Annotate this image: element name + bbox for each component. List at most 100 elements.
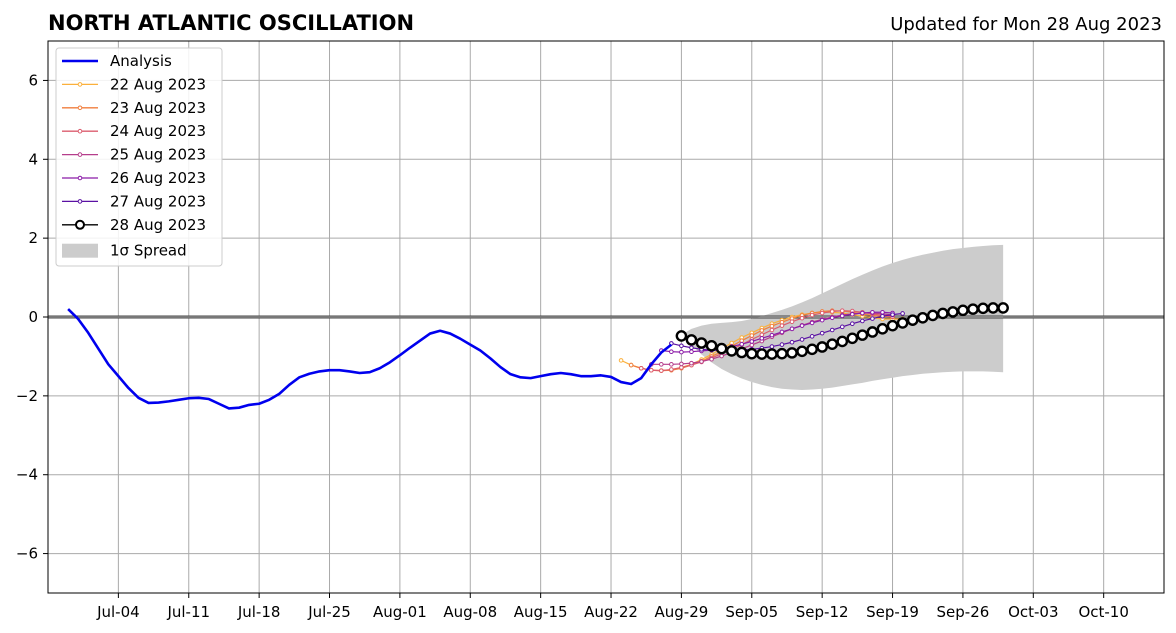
forecast-point [839,324,845,330]
legend-swatch [62,243,98,258]
forecast-point [779,342,785,347]
forecast-point [819,330,825,336]
forecast-point [870,309,875,315]
forecast-point [819,317,825,323]
forecast-point [829,309,835,314]
forecast-point [789,326,795,332]
forecast-point [689,349,694,354]
forecast-point [829,315,835,321]
forecast-point [769,327,775,333]
latest-forecast-point [967,303,979,315]
latest-forecast-point [756,348,768,360]
latest-forecast-point [786,347,798,359]
y-tick-label: 0 [28,308,38,326]
forecast-point [829,327,835,333]
forecast-point [789,339,795,345]
axis-ticks: −6 −4 −2 0 2 4 6 Jul-04 Jul-11 Jul-18 Jul-25 Aug-01… [16,71,1129,621]
legend-label: 24 Aug 2023 [110,122,206,140]
forecast-point [759,335,765,341]
forecast-point [709,356,714,362]
forecast-point [719,353,724,359]
legend-marker [77,128,83,134]
legend-label: 1σ Spread [110,242,187,260]
forecast-point [689,345,694,351]
forecast-point [679,349,684,355]
latest-forecast-point [977,302,989,315]
latest-forecast-point [937,307,949,320]
x-tick-label: Jul-11 [166,603,210,621]
forecast-point [689,360,694,366]
latest-forecast-point [806,343,818,356]
x-tick-label: Sep-26 [937,603,990,621]
forecast-point [679,343,684,349]
latest-forecast-point [675,330,688,342]
x-tick-label: Oct-10 [1078,603,1128,621]
x-tick-label: Sep-12 [796,603,849,621]
forecast-point [749,339,755,344]
forecast-point [819,310,825,316]
forecast-point [769,332,775,338]
y-tick-label: 4 [28,150,38,168]
x-tick-label: Aug-08 [443,603,497,621]
latest-forecast-point [926,309,939,322]
legend-label: 26 Aug 2023 [110,169,206,187]
latest-forecast-point [836,335,849,348]
latest-forecast-point [766,348,778,360]
forecast-point [628,362,634,368]
legend-label: 27 Aug 2023 [110,192,206,210]
forecast-point [779,329,785,335]
forecast-point [860,310,865,316]
forecast-point [799,323,805,328]
forecast-point [809,320,815,326]
forecast-point [809,312,815,318]
latest-forecast-point [997,302,1009,314]
forecast-point [769,323,775,329]
y-tick-label: 6 [28,71,38,89]
latest-forecast-point [896,317,909,329]
forecast-point [779,323,785,328]
forecast-point [900,311,905,316]
series-lines [67,302,1009,410]
forecast-point [789,319,795,325]
latest-forecast-point [695,337,708,349]
forecast-point [870,316,875,321]
zero-line [48,315,1164,319]
forecast-point [880,313,885,319]
forecast-point [739,341,745,347]
forecast-point [669,349,674,354]
x-tick-label: Jul-18 [237,603,281,621]
forecast-point [648,367,654,373]
x-tick-label: Aug-15 [514,603,568,621]
legend-label: 28 Aug 2023 [110,216,206,234]
latest-forecast-point [876,323,889,335]
legend-marker [77,175,83,181]
forecast-point [669,367,674,372]
legend-label: Analysis [110,52,172,70]
forecast-point [658,368,664,373]
chart-subtitle: Updated for Mon 28 Aug 2023 [890,14,1162,35]
latest-forecast-point [725,345,738,357]
latest-forecast-point [886,319,899,332]
latest-forecast-point [796,345,808,358]
forecast-point [799,337,805,342]
legend-label: 22 Aug 2023 [110,75,206,93]
legend-marker [77,82,83,87]
latest-forecast-point [916,311,929,324]
forecast-point [799,315,805,321]
latest-forecast-point [816,341,828,353]
forecast-point [839,308,845,313]
x-tick-label: Sep-05 [725,603,778,621]
x-tick-label: Aug-01 [373,603,427,621]
legend: Analysis 22 Aug 2023 23 Aug 2023 24 Aug 202… [55,47,223,267]
latest-forecast-point [745,347,758,360]
legend-marker [75,219,85,230]
latest-forecast-point [906,314,919,326]
latest-forecast-point [826,338,839,351]
x-tick-label: Aug-29 [655,603,709,621]
latest-forecast-point [685,334,698,346]
latest-forecast-point [856,329,869,341]
forecast-point [759,328,765,333]
x-tick-label: Oct-03 [1008,603,1058,621]
x-tick-label: Jul-04 [96,603,140,621]
